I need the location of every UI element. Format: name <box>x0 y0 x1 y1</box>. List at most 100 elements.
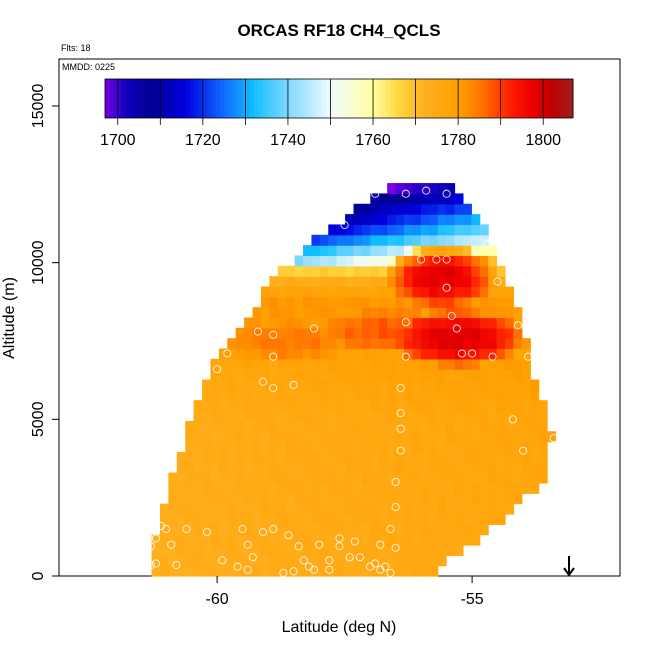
heatmap-cell <box>361 255 371 267</box>
heatmap-cell <box>252 327 262 339</box>
y-axis: 0 5000 10000 15000 <box>30 84 59 580</box>
heatmap-cell <box>462 203 472 215</box>
heatmap-cell <box>530 451 540 463</box>
heatmap-cell <box>437 327 447 339</box>
heatmap-cell <box>521 410 531 422</box>
heatmap-cell <box>235 441 245 453</box>
heatmap-cell <box>429 193 439 205</box>
heatmap-cell <box>378 255 388 267</box>
heatmap-cell <box>311 276 321 288</box>
heatmap-cell <box>336 513 346 525</box>
heatmap-cell <box>328 338 338 350</box>
heatmap-cell <box>395 296 405 308</box>
heatmap-cell <box>420 307 430 319</box>
heatmap-cell <box>454 234 464 246</box>
heatmap-cell <box>185 544 195 556</box>
colorbar-segment <box>109 79 114 118</box>
heatmap-cell <box>471 369 481 381</box>
heatmap-cell <box>446 276 456 288</box>
heatmap-cell <box>277 420 287 432</box>
heatmap-cell <box>168 544 178 556</box>
heatmap-cell <box>420 296 430 308</box>
heatmap-cell <box>244 379 254 391</box>
heatmap-cell <box>496 420 506 432</box>
heatmap-cell <box>269 348 279 360</box>
heatmap-cell <box>345 338 355 350</box>
heatmap-cell <box>303 348 313 360</box>
sample-marker <box>508 415 517 424</box>
heatmap-cell <box>269 327 279 339</box>
heatmap-cell <box>387 534 397 546</box>
heatmap-cell <box>454 493 464 505</box>
heatmap-cell <box>345 245 355 257</box>
heatmap-cell <box>286 482 296 494</box>
heatmap-cell <box>235 369 245 381</box>
heatmap-cell <box>345 472 355 484</box>
colorbar-segment <box>500 79 506 118</box>
sample-marker <box>325 556 334 565</box>
heatmap-cell <box>151 565 161 577</box>
sample-marker <box>432 255 441 264</box>
heatmap-cell <box>210 555 220 567</box>
heatmap-cell <box>462 214 472 226</box>
heatmap-cell <box>420 183 430 195</box>
heatmap-cell <box>395 544 405 556</box>
heatmap-cell <box>361 348 371 360</box>
heatmap-cell <box>496 493 506 505</box>
heatmap-cell <box>353 234 363 246</box>
heatmap-cell <box>361 317 371 329</box>
colorbar-segment <box>160 79 166 118</box>
heatmap-cell <box>488 296 498 308</box>
heatmap-cell <box>429 431 439 443</box>
heatmap-cell <box>269 565 279 577</box>
heatmap-cell <box>193 544 203 556</box>
heatmap-cell <box>387 224 397 236</box>
colorbar-segment <box>543 79 548 118</box>
heatmap-cell <box>437 296 447 308</box>
heatmap-cell <box>328 369 338 381</box>
heatmap-cell <box>336 555 346 567</box>
heatmap-cell <box>488 245 498 257</box>
heatmap-cell <box>504 338 514 350</box>
heatmap-cell <box>446 296 456 308</box>
heatmap-cell <box>345 307 355 319</box>
heatmap-cell <box>311 524 321 536</box>
heatmap-cell <box>462 420 472 432</box>
heatmap-cell <box>412 245 422 257</box>
heatmap-cell <box>345 524 355 536</box>
heatmap-cell <box>168 472 178 484</box>
heatmap-cell <box>294 379 304 391</box>
heatmap-cell <box>252 348 262 360</box>
heatmap-cell <box>446 265 456 277</box>
heatmap-cell <box>252 369 262 381</box>
heatmap-cell <box>269 472 279 484</box>
heatmap-cell <box>395 565 405 577</box>
heatmap-cell <box>395 513 405 525</box>
heatmap-cell <box>412 503 422 515</box>
heatmap-cell <box>244 544 254 556</box>
heatmap-cell <box>353 441 363 453</box>
heatmap-cell <box>294 555 304 567</box>
heatmap-cell <box>412 400 422 412</box>
heatmap-cell <box>336 410 346 422</box>
heatmap-cell <box>202 389 212 401</box>
heatmap-cell <box>227 493 237 505</box>
heatmap-cell <box>420 203 430 215</box>
heatmap-cell <box>269 482 279 494</box>
heatmap-cell <box>429 255 439 267</box>
heatmap-cell <box>244 369 254 381</box>
heatmap-cell <box>420 482 430 494</box>
heatmap-cell <box>412 493 422 505</box>
heatmap-cell <box>227 472 237 484</box>
heatmap-cell <box>446 286 456 298</box>
heatmap-cell <box>328 462 338 474</box>
heatmap-cell <box>429 327 439 339</box>
heatmap-cell <box>395 255 405 267</box>
sample-marker <box>202 528 211 537</box>
heatmap-cell <box>479 431 489 443</box>
heatmap-cell <box>168 493 178 505</box>
heatmap-cell <box>235 431 245 443</box>
heatmap-cell <box>361 286 371 298</box>
colorbar-tick-label: 1800 <box>525 132 561 149</box>
heatmap-cell <box>420 286 430 298</box>
